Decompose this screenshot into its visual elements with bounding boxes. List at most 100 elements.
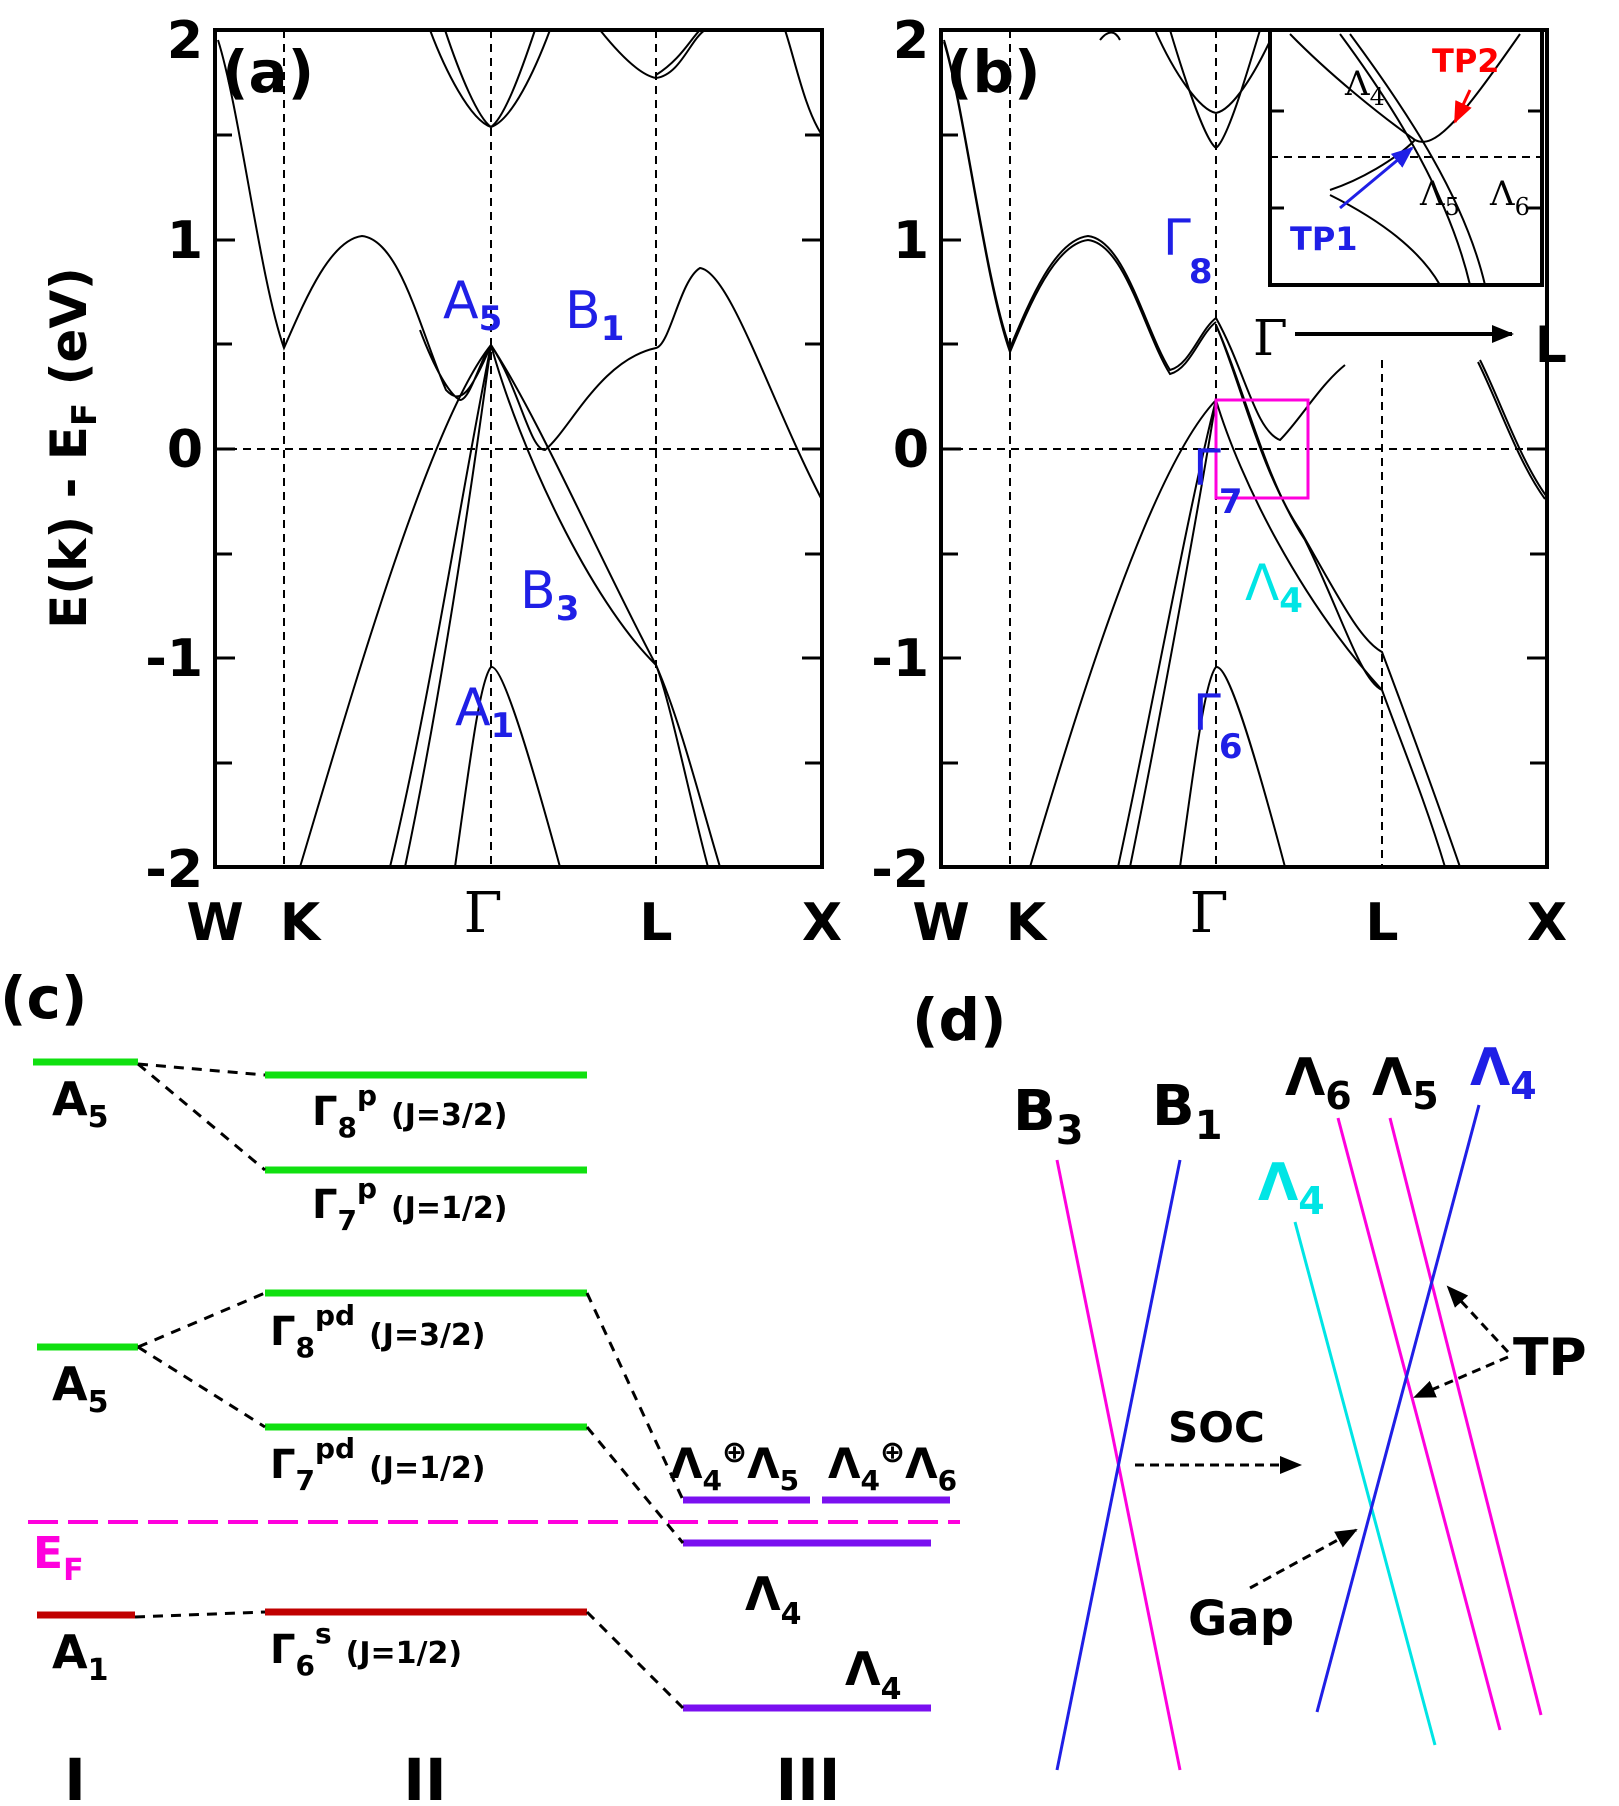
svg-text:X: X	[1527, 893, 1567, 953]
svg-text:-1: -1	[145, 629, 203, 689]
inset-tp2-label: TP2	[1432, 42, 1500, 80]
y-ticks-b: 2 1 0 -1 -2	[871, 11, 929, 900]
svg-text:1: 1	[167, 211, 203, 271]
panel-b-ticks	[941, 133, 1547, 765]
svg-text:W: W	[912, 893, 969, 953]
panel-a-bands	[217, 29, 823, 868]
panel-a-guides	[215, 30, 822, 867]
inset-tp1-label: TP1	[1290, 220, 1358, 258]
k-labels-b: W K Γ L X	[912, 881, 1567, 953]
line-L6	[1336, 1117, 1502, 1731]
d-label-B3: B3	[1013, 1079, 1084, 1154]
label-d: (d)	[912, 986, 1007, 1054]
d-label-L4-cyan: Λ4	[1258, 1153, 1325, 1223]
panel-c: A5 A5 A1 Γ8p(J=3/2) Γ7p(J=1/2) Γ8pd(J=3/…	[28, 1058, 960, 1806]
label-B1: B1	[565, 281, 624, 349]
inset-gamma-label: Γ	[1253, 309, 1288, 367]
panel-b-bands	[943, 29, 1548, 868]
line-L4-cyan	[1293, 1221, 1437, 1746]
svg-text:Γ: Γ	[1190, 881, 1229, 946]
roman-I: I	[64, 1746, 86, 1806]
panel-b	[939, 28, 1549, 869]
svg-text:Γ: Γ	[464, 881, 503, 946]
svg-text:W: W	[186, 893, 243, 953]
inset-lambda5: Λ5	[1419, 174, 1460, 221]
inset-tp1-arrow	[1339, 146, 1414, 210]
svg-text:2: 2	[167, 11, 203, 71]
c-label-A5-bottom: A5	[52, 1357, 108, 1420]
svg-text:-2: -2	[145, 840, 203, 900]
label-B3: B3	[520, 561, 579, 629]
y-ticks-a: 2 1 0 -1 -2	[145, 11, 203, 900]
svg-text:X: X	[802, 893, 842, 953]
svg-text:L: L	[639, 893, 672, 953]
inset-tp2-arrow	[1453, 89, 1472, 124]
line-L5	[1388, 1117, 1543, 1716]
d-label-TP: TP	[1513, 1328, 1587, 1388]
panel-b-guides	[941, 30, 1547, 867]
label-A1: A1	[455, 678, 514, 746]
inset-labels: Λ4 Λ5 Λ6 TP2 TP1	[1290, 42, 1530, 258]
c-label-G7pd: Γ7pd(J=1/2)	[270, 1432, 486, 1497]
c-label-G8p: Γ8p(J=3/2)	[312, 1079, 507, 1144]
label-a: (a)	[222, 38, 314, 106]
c-label-G6s: Γ6s(J=1/2)	[270, 1617, 462, 1682]
c-label-L4-upper: Λ4	[745, 1567, 801, 1632]
inset-bands	[1289, 33, 1521, 286]
svg-text:K: K	[1006, 893, 1048, 953]
c-label-A1: A1	[52, 1625, 108, 1688]
gap-arrow	[1249, 1528, 1358, 1590]
label-A5: A5	[443, 271, 502, 339]
c-label-L4L6: Λ4⊕Λ6	[828, 1435, 957, 1497]
panel-d-labels: B3 B1 Λ6 Λ5 Λ4 Λ4 SOC TP Gap	[1013, 1038, 1587, 1647]
c-label-G7p: Γ7p(J=1/2)	[312, 1172, 507, 1237]
c-label-L4L5: Λ4⊕Λ5	[670, 1435, 799, 1497]
d-label-SOC: SOC	[1168, 1403, 1265, 1452]
roman-II: II	[403, 1746, 446, 1806]
svg-text:2: 2	[893, 11, 929, 71]
svg-text:-2: -2	[871, 840, 929, 900]
label-c: (c)	[0, 964, 87, 1032]
d-label-L5: Λ5	[1372, 1048, 1439, 1118]
roman-III: III	[776, 1746, 841, 1806]
panel-a	[213, 28, 824, 869]
inset-l-label: L	[1535, 316, 1567, 374]
svg-text:-1: -1	[871, 629, 929, 689]
c-label-L4-lower: Λ4	[845, 1642, 901, 1707]
k-labels-a: W K Γ L X	[186, 881, 842, 953]
panel-a-ticks	[215, 133, 822, 765]
tp-arrow-lower	[1413, 1355, 1509, 1399]
d-label-L4-blue: Λ4	[1470, 1038, 1537, 1108]
panel-c-connectors	[134, 1062, 685, 1710]
line-L4-blue	[1315, 1104, 1481, 1713]
panel-c-levels	[33, 1058, 950, 1712]
svg-text:K: K	[280, 893, 322, 953]
d-label-L6: Λ6	[1285, 1048, 1352, 1118]
tp-arrow-upper	[1446, 1285, 1510, 1354]
c-label-A5-top: A5	[52, 1072, 108, 1135]
y-axis-label: E(k) - EF (eV)	[40, 267, 105, 629]
zoom-box	[1214, 398, 1310, 500]
y-axis: E(k) - EF (eV) 2 1 0 -1 -2 2 1 0 -1 -2	[40, 11, 929, 900]
panel-d: B3 B1 Λ6 Λ5 Λ4 Λ4 SOC TP Gap	[1013, 1038, 1587, 1771]
label-b: (b)	[946, 38, 1041, 106]
svg-text:L: L	[1365, 893, 1398, 953]
inset: Λ4 Λ5 Λ6 TP2 TP1 Γ L	[1253, 28, 1567, 374]
svg-text:0: 0	[167, 420, 203, 480]
c-label-G8pd: Γ8pd(J=3/2)	[270, 1299, 486, 1364]
inset-ticks	[1270, 109, 1542, 210]
c-label-EF: EF	[33, 1528, 84, 1588]
inset-lambda4: Λ4	[1344, 64, 1385, 111]
d-label-Gap: Gap	[1188, 1591, 1294, 1647]
svg-text:1: 1	[893, 211, 929, 271]
svg-text:0: 0	[893, 420, 929, 480]
label-Lambda4-cyan: Λ4	[1245, 554, 1303, 621]
panel-a-band-labels: A5 B1 B3 A1	[443, 271, 624, 746]
panel-d-lines	[1055, 1104, 1543, 1771]
d-label-B1: B1	[1152, 1074, 1223, 1149]
